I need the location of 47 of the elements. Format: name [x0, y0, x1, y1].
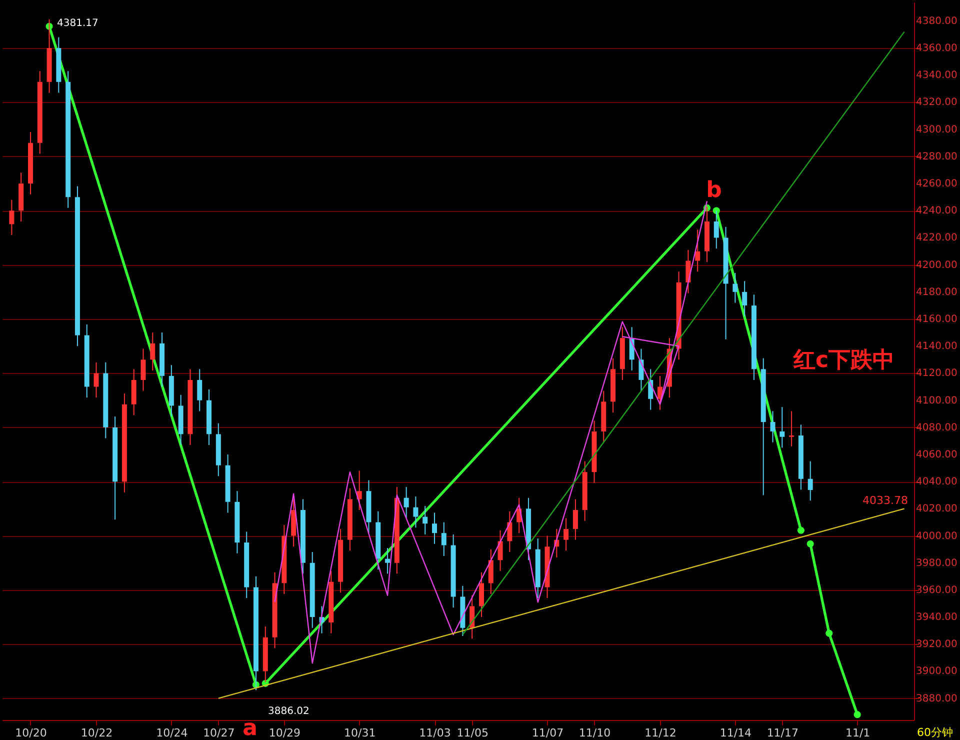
- y-tick-label: 4220.00: [916, 232, 958, 244]
- y-tick-label: 3980.00: [916, 558, 958, 569]
- y-tick-label: 4080.00: [916, 422, 958, 434]
- y-tick-label: 4140.00: [916, 341, 958, 352]
- x-tick-label: 10/29: [268, 726, 301, 740]
- annotation: 4381.17: [57, 18, 98, 29]
- y-tick-label: 4100.00: [916, 395, 958, 406]
- x-tick-label: 10/22: [80, 726, 113, 740]
- annotation: 红c下跌中: [792, 348, 895, 373]
- y-tick-label: 4040.00: [916, 476, 958, 488]
- x-tick-label: 11/12: [644, 726, 676, 740]
- annotation: 3886.02: [268, 706, 310, 717]
- y-tick-label: 4260.00: [916, 178, 958, 190]
- y-tick-label: 3920.00: [916, 639, 958, 650]
- x-tick-label: 10/24: [156, 726, 188, 740]
- annotation: b: [706, 178, 722, 203]
- y-tick-label: 4160.00: [916, 314, 958, 326]
- y-tick-label: 3940.00: [916, 612, 958, 624]
- x-tick-label: 11/1: [845, 726, 870, 740]
- y-tick-label: 4320.00: [916, 97, 958, 108]
- y-tick-label: 3900.00: [916, 666, 958, 678]
- y-tick-label: 3880.00: [916, 693, 958, 704]
- y-tick-label: 4340.00: [916, 70, 958, 82]
- annotation: a: [242, 716, 258, 740]
- y-tick-label: 3960.00: [916, 584, 958, 596]
- y-tick-label: 4060.00: [916, 449, 958, 460]
- y-tick-label: 4280.00: [916, 151, 958, 162]
- y-tick-label: 4240.00: [916, 206, 958, 217]
- x-tick-label: 11/07: [532, 726, 564, 740]
- y-tick-label: 4120.00: [916, 368, 958, 380]
- y-tick-label: 4000.00: [916, 530, 958, 542]
- x-tick-label: 11/03: [419, 726, 451, 740]
- x-tick-label: 11/17: [766, 726, 799, 740]
- x-tick-label: 11/10: [578, 726, 611, 740]
- x-tick-label: 10/20: [15, 726, 47, 740]
- x-tick-label: 11/05: [456, 726, 488, 740]
- y-tick-label: 4180.00: [916, 286, 958, 298]
- y-tick-label: 4380.00: [916, 16, 958, 27]
- x-tick-label: 11/14: [720, 726, 752, 740]
- x-tick-label: 10/27: [203, 726, 235, 740]
- y-tick-label: 4020.00: [916, 504, 958, 515]
- y-tick-label: 4300.00: [916, 124, 958, 136]
- text: 60分钟: [917, 726, 953, 739]
- annotation: 4033.78: [862, 494, 908, 507]
- y-tick-label: 4360.00: [916, 43, 958, 54]
- y-tick-label: 4200.00: [916, 260, 958, 271]
- x-tick-label: 10/31: [344, 726, 376, 740]
